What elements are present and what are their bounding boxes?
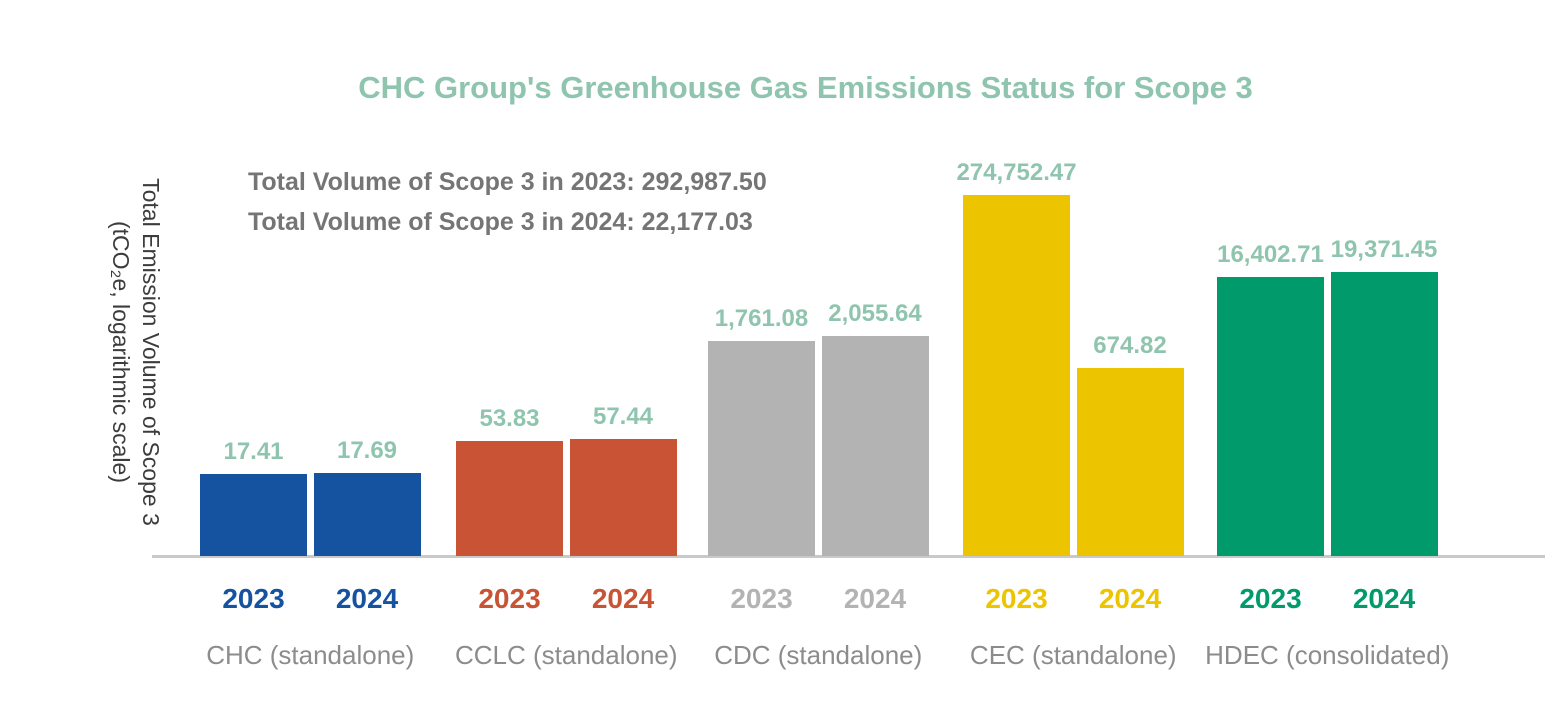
category-label-chc: CHC (standalone): [206, 640, 415, 670]
value-label-cdc-2024: 2,055.64: [828, 300, 922, 327]
bar-hdec-2023: [1217, 277, 1324, 556]
bar-cec-2023: [963, 195, 1070, 556]
totals-annotation: Total Volume of Scope 3 in 2023: 292,987…: [248, 162, 767, 242]
x-axis-line: [152, 555, 1545, 558]
year-label-chc-2023: 2023: [222, 583, 285, 614]
y-axis-label: Total Emission Volume of Scope 3 (tCO₂e,…: [106, 142, 166, 562]
bar-cclc-2024: [569, 439, 677, 556]
bar-cclc-2023: [456, 441, 563, 556]
total-scope3-2023-text: Total Volume of Scope 3 in 2023: 292,987…: [248, 168, 767, 196]
y-axis-label-line2: (tCO₂e, logarithmic scale): [108, 221, 134, 483]
bar-chc-2023: [200, 474, 307, 556]
year-label-cdc-2023: 2023: [730, 583, 793, 614]
category-label-cdc: CDC (standalone): [714, 640, 923, 670]
year-label-cclc-2024: 2024: [591, 583, 655, 614]
chart-title: CHC Group's Greenhouse Gas Emissions Sta…: [358, 70, 1253, 105]
value-label-cdc-2023: 1,761.08: [714, 305, 809, 332]
year-label-cclc-2023: 2023: [478, 583, 541, 614]
bar-hdec-2024: [1330, 272, 1438, 556]
y-axis-label-line1: Total Emission Volume of Scope 3: [138, 178, 164, 526]
value-label-hdec-2023: 16,402.71: [1217, 241, 1324, 268]
bar-cec-2024: [1076, 368, 1184, 556]
category-label-hdec: HDEC (consolidated): [1205, 640, 1450, 670]
bar-chc-2024: [313, 473, 421, 556]
bar-cdc-2024: [821, 336, 929, 556]
category-label-cclc: CCLC (standalone): [454, 640, 678, 670]
category-label-cec: CEC (standalone): [969, 640, 1177, 670]
year-label-hdec-2024: 2024: [1352, 583, 1416, 614]
value-label-cec-2024: 674.82: [1093, 332, 1167, 359]
value-label-chc-2023: 17.41: [223, 438, 284, 465]
year-label-hdec-2023: 2023: [1239, 583, 1302, 614]
value-label-cclc-2024: 57.44: [592, 403, 654, 430]
total-scope3-2024-text: Total Volume of Scope 3 in 2024: 22,177.…: [248, 208, 753, 236]
year-label-cec-2023: 2023: [985, 583, 1048, 614]
year-label-cec-2024: 2024: [1098, 583, 1162, 614]
year-label-chc-2024: 2024: [335, 583, 399, 614]
value-label-hdec-2024: 19,371.45: [1330, 236, 1438, 263]
bar-cdc-2023: [708, 341, 815, 556]
value-label-cclc-2023: 53.83: [479, 405, 540, 432]
year-label-cdc-2024: 2024: [843, 583, 907, 614]
value-label-chc-2024: 17.69: [336, 437, 398, 464]
value-label-cec-2023: 274,752.47: [956, 159, 1077, 186]
